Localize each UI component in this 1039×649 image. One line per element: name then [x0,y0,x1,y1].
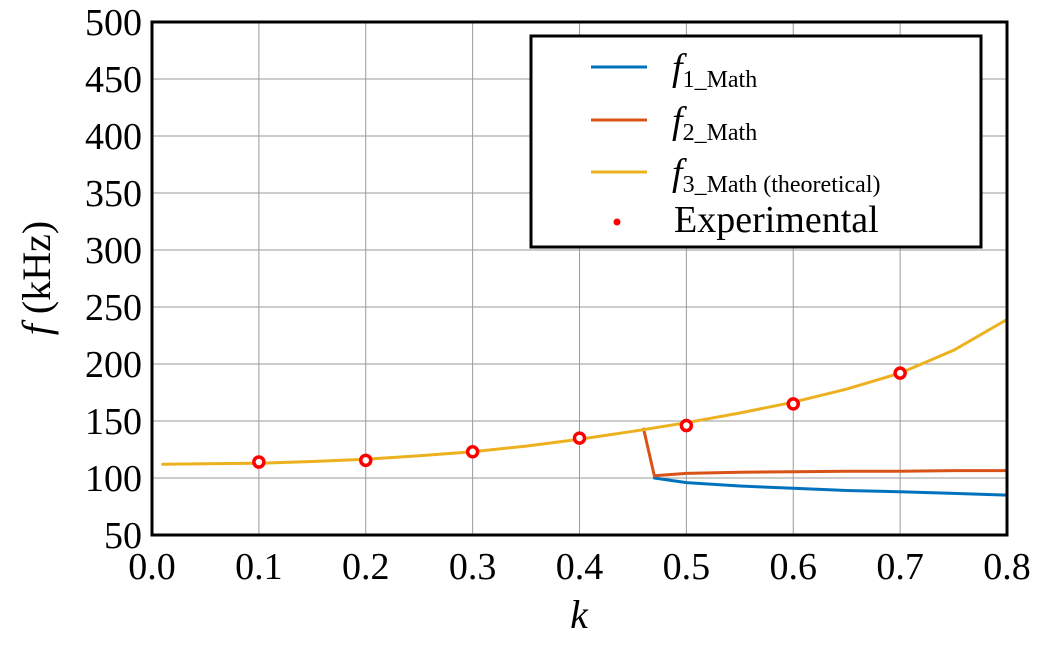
y-tick-label: 300 [85,230,142,272]
experimental-point [359,453,373,468]
series-line-f3 [161,318,1009,466]
y-tick-label: 350 [85,173,142,215]
x-axis-title: k [570,592,589,637]
y-tick-label: 150 [85,401,142,443]
y-tick-label: 450 [85,59,142,101]
y-tick-label: 200 [85,344,142,386]
x-tick-label: 0.8 [983,546,1031,588]
x-tick-label: 0.4 [556,546,604,588]
legend-f1-sub: 1_Math [683,67,758,93]
legend-marker-experimental [613,218,621,226]
series-line-f1 [652,476,1009,497]
experimental-point [786,397,800,411]
x-tick-label: 0.1 [235,546,283,588]
plot-frame [150,20,1009,537]
y-axis-title-unit: (kHz) [14,221,59,324]
y-tick-label: 400 [85,116,142,158]
y-tick-label: 250 [85,287,142,329]
x-tick-label: 0.6 [770,546,818,588]
x-tick-label: 0.3 [449,546,497,588]
legend-f3-suffix: (theoretical) [757,172,880,198]
y-tick-label: 50 [104,515,142,557]
experimental-point [572,431,587,445]
experimental-points [252,366,907,469]
x-tick-label: 0.2 [342,546,390,588]
legend-label-experimental: Experimental [674,199,879,241]
tick-labels: 0.0 0.1 0.2 0.3 0.4 0.5 0.6 0.7 0.8 50 100 150 200 25… [85,2,1031,588]
y-tick-label: 500 [85,2,142,44]
legend-label-f3: f3_Math (theoretical) [672,152,881,198]
legend-f3-sub: 3_Math [683,172,758,198]
x-tick-label: 0.0 [128,546,176,588]
series-line-f2 [642,427,1009,478]
series-layer [161,318,1009,497]
y-tick-label: 100 [85,458,142,500]
experimental-point [679,418,694,433]
experimental-point [252,455,266,469]
legend-f2-sub: 2_Math [683,120,758,146]
legend-box [529,34,983,249]
legend: f1_Math f2_Math f3_Math (theoretical) Ex… [529,34,983,249]
experimental-point [465,445,480,459]
x-tick-label: 0.7 [876,546,924,588]
experimental-point [893,366,907,380]
y-axis-title: f (kHz) [14,221,59,335]
x-tick-label: 0.5 [663,546,711,588]
